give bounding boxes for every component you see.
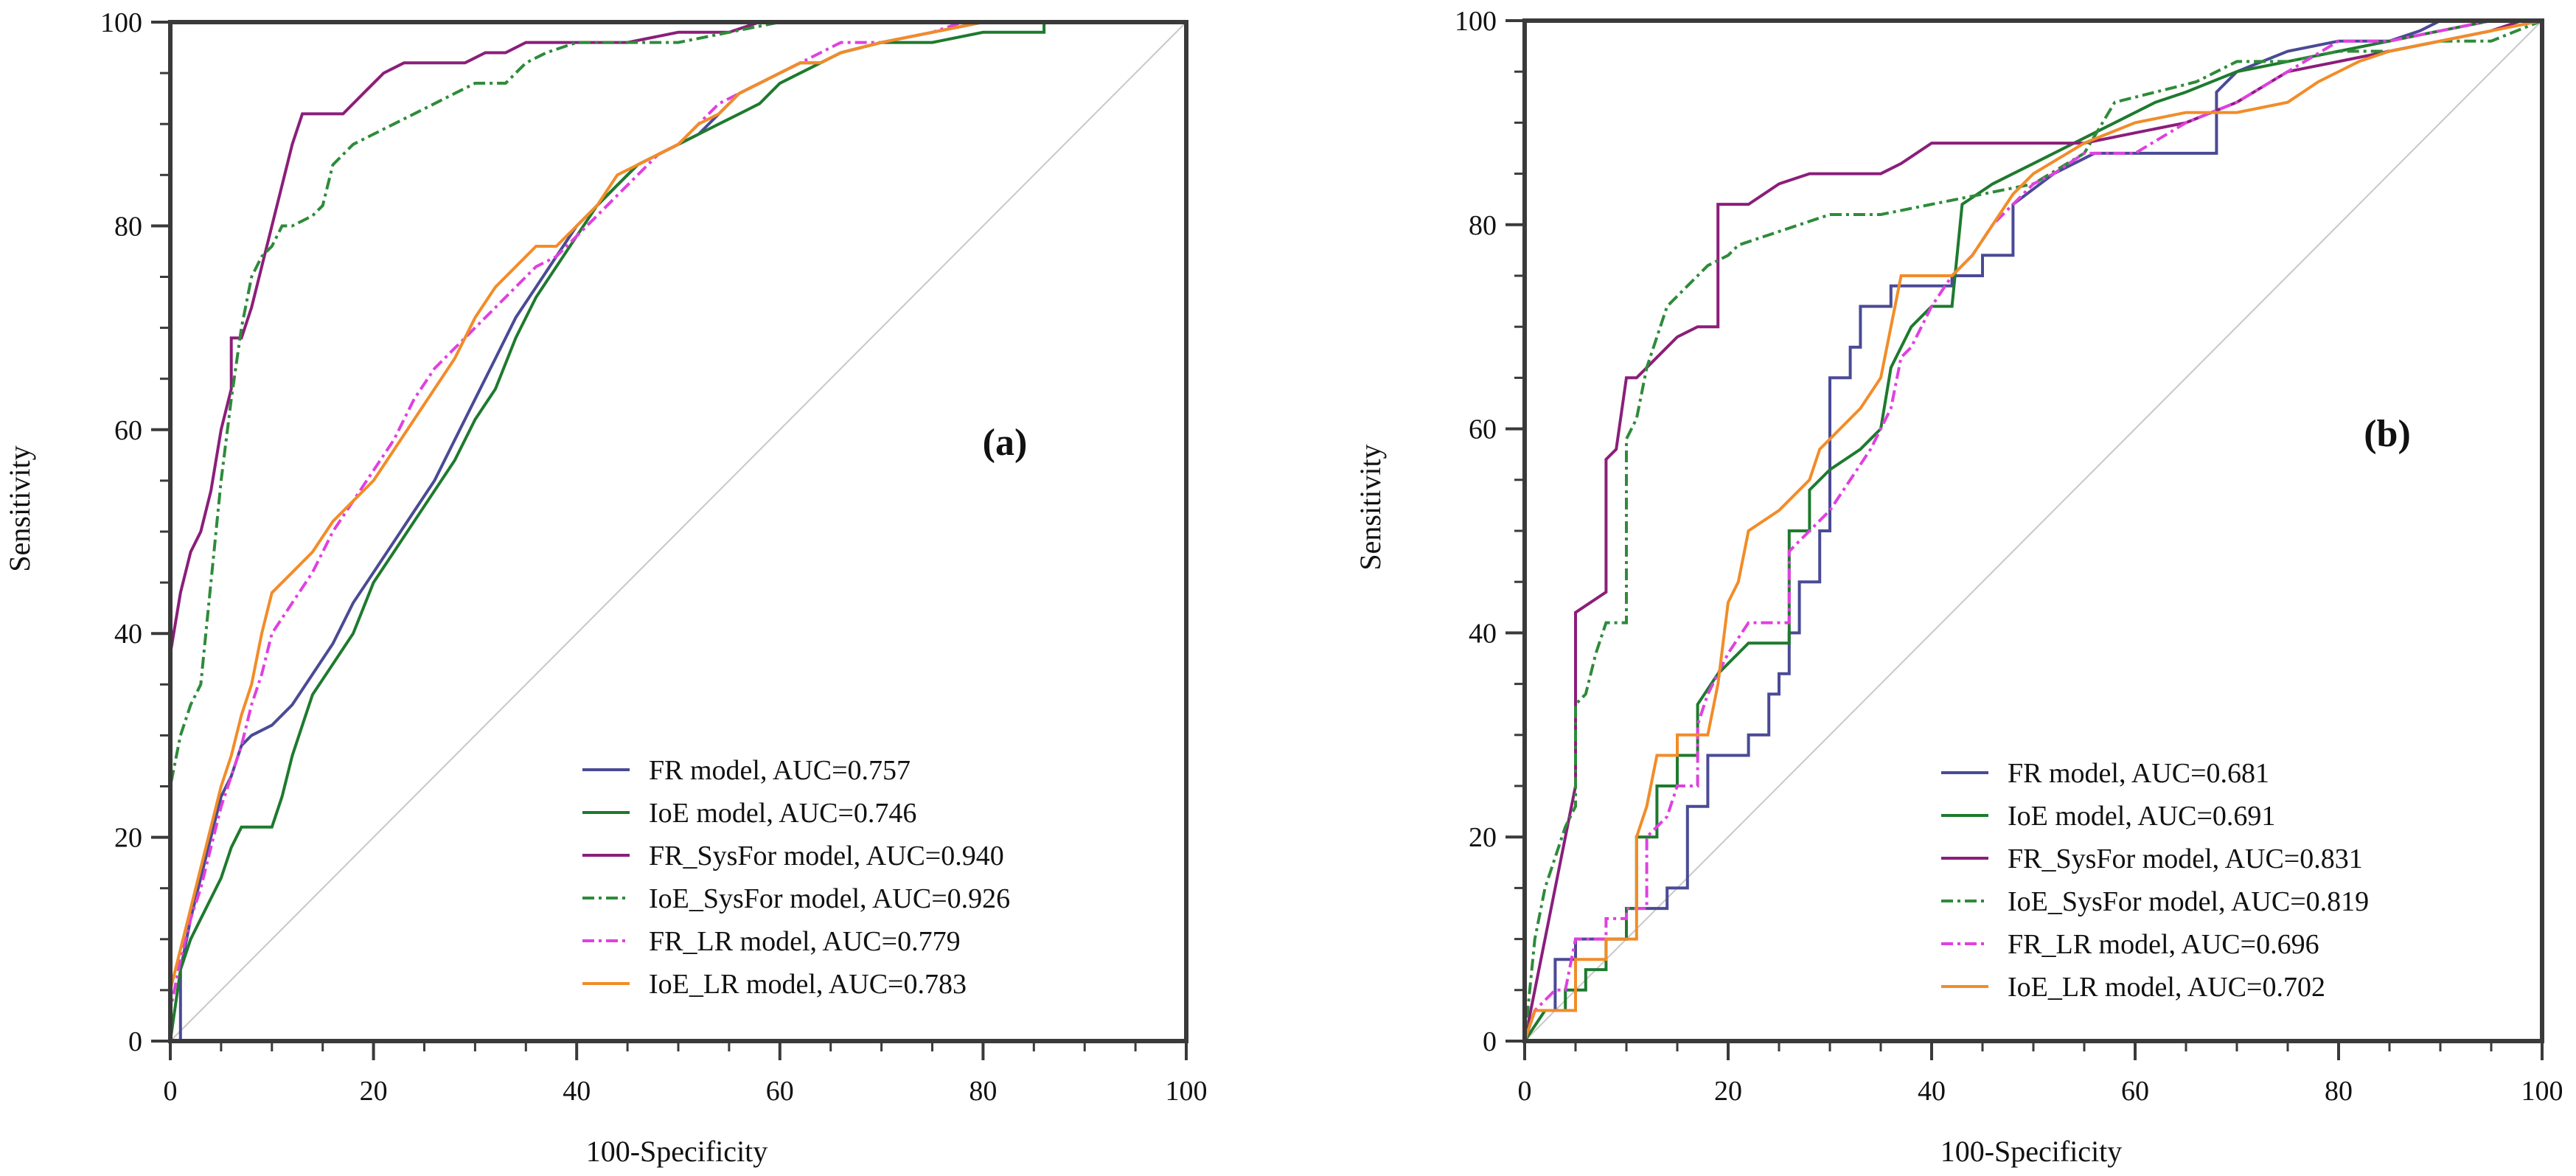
x-tick-label-a-80: 80	[969, 1076, 997, 1107]
legend-label-a-5: IoE_LR model, AUC=0.783	[649, 969, 967, 1000]
x-tick-label-b-0: 0	[1518, 1076, 1532, 1107]
x-tick-label-a-20: 20	[360, 1076, 388, 1107]
legend-label-b-0: FR model, AUC=0.681	[2008, 758, 2269, 789]
roc-curve-b-fr-model	[1523, 19, 2542, 1042]
panel-label-b: (b)	[2364, 413, 2411, 455]
x-axis-title-b: 100-Specificity	[1940, 1135, 2123, 1168]
y-axis-title-a: Sensitivity	[3, 445, 36, 571]
legend-label-b-3: IoE_SysFor model, AUC=0.819	[2008, 886, 2369, 917]
legend-label-a-1: IoE model, AUC=0.746	[649, 798, 916, 829]
roc-curve-a-ioe-sysfor-model	[169, 21, 1186, 1041]
reference-diagonal-a	[170, 21, 1187, 1042]
y-axis-title-b: Sensitivity	[1354, 444, 1387, 570]
x-tick-label-b-40: 40	[1918, 1076, 1946, 1107]
y-tick-label-b-20: 20	[1469, 822, 1497, 853]
y-tick-label-a-60: 60	[114, 415, 142, 446]
x-tick-label-a-0: 0	[164, 1076, 178, 1107]
roc-curve-a-fr-sysfor-model	[169, 21, 1186, 1041]
x-tick-label-b-20: 20	[1714, 1076, 1742, 1107]
y-tick-label-a-0: 0	[128, 1026, 142, 1057]
legend-label-a-3: IoE_SysFor model, AUC=0.926	[649, 883, 1010, 914]
plot-area-b: 0 20 40 60 80 100 0 20 40 60 80 100	[1455, 6, 2563, 1107]
legend-label-a-4: FR_LR model, AUC=0.779	[649, 926, 961, 957]
x-tick-label-a-100: 100	[1166, 1076, 1208, 1107]
roc-curve-b-ioe-sysfor-model	[1523, 19, 2543, 1042]
legend-label-b-2: FR_SysFor model, AUC=0.831	[2008, 843, 2363, 874]
y-tick-label-b-0: 0	[1483, 1026, 1497, 1057]
legend-b: FR model, AUC=0.681 IoE model, AUC=0.691 F…	[1941, 758, 2369, 1003]
roc-curve-a-ioe-lr-model	[169, 21, 1186, 1041]
legend-label-b-5: IoE_LR model, AUC=0.702	[2008, 972, 2325, 1003]
x-tick-label-a-40: 40	[563, 1076, 591, 1107]
legend-a: FR model, AUC=0.757 IoE model, AUC=0.746 F…	[582, 755, 1010, 1000]
roc-curve-a-ioe-model	[169, 21, 1186, 1042]
y-tick-label-b-100: 100	[1455, 6, 1497, 37]
reference-diagonal-b	[1524, 20, 2543, 1042]
legend-label-b-4: FR_LR model, AUC=0.696	[2008, 929, 2319, 960]
legend-label-a-0: FR model, AUC=0.757	[649, 755, 911, 786]
y-tick-label-a-20: 20	[114, 823, 142, 854]
y-tick-label-b-40: 40	[1469, 618, 1497, 649]
x-tick-label-b-60: 60	[2121, 1076, 2149, 1107]
plot-area-a: 0 20 40 60 80 100 0 20 40 60 80 100	[100, 7, 1208, 1107]
roc-curve-b-fr-lr-model	[1523, 19, 2542, 1042]
x-tick-label-b-100: 100	[2521, 1076, 2563, 1107]
y-tick-label-a-100: 100	[100, 7, 142, 38]
x-axis-title-a: 100-Specificity	[586, 1135, 768, 1168]
x-tick-label-a-60: 60	[766, 1076, 794, 1107]
x-tick-label-b-80: 80	[2325, 1076, 2353, 1107]
chart-panel-a: 0 20 40 60 80 100 0 20 40 60 80 100 (a) 100-Specifi…	[3, 7, 1208, 1168]
roc-curve-b-ioe-lr-model	[1523, 19, 2543, 1042]
chart-panel-b: 0 20 40 60 80 100 0 20 40 60 80 100 (b) 100-Specifi…	[1354, 6, 2563, 1168]
panel-label-a: (a)	[983, 422, 1028, 464]
legend-label-b-1: IoE model, AUC=0.691	[2008, 801, 2275, 832]
legend-label-a-2: FR_SysFor model, AUC=0.940	[649, 841, 1004, 871]
y-tick-label-a-80: 80	[114, 211, 142, 242]
y-tick-label-b-80: 80	[1469, 210, 1497, 241]
y-tick-label-a-40: 40	[114, 619, 142, 650]
y-tick-label-b-60: 60	[1469, 414, 1497, 445]
